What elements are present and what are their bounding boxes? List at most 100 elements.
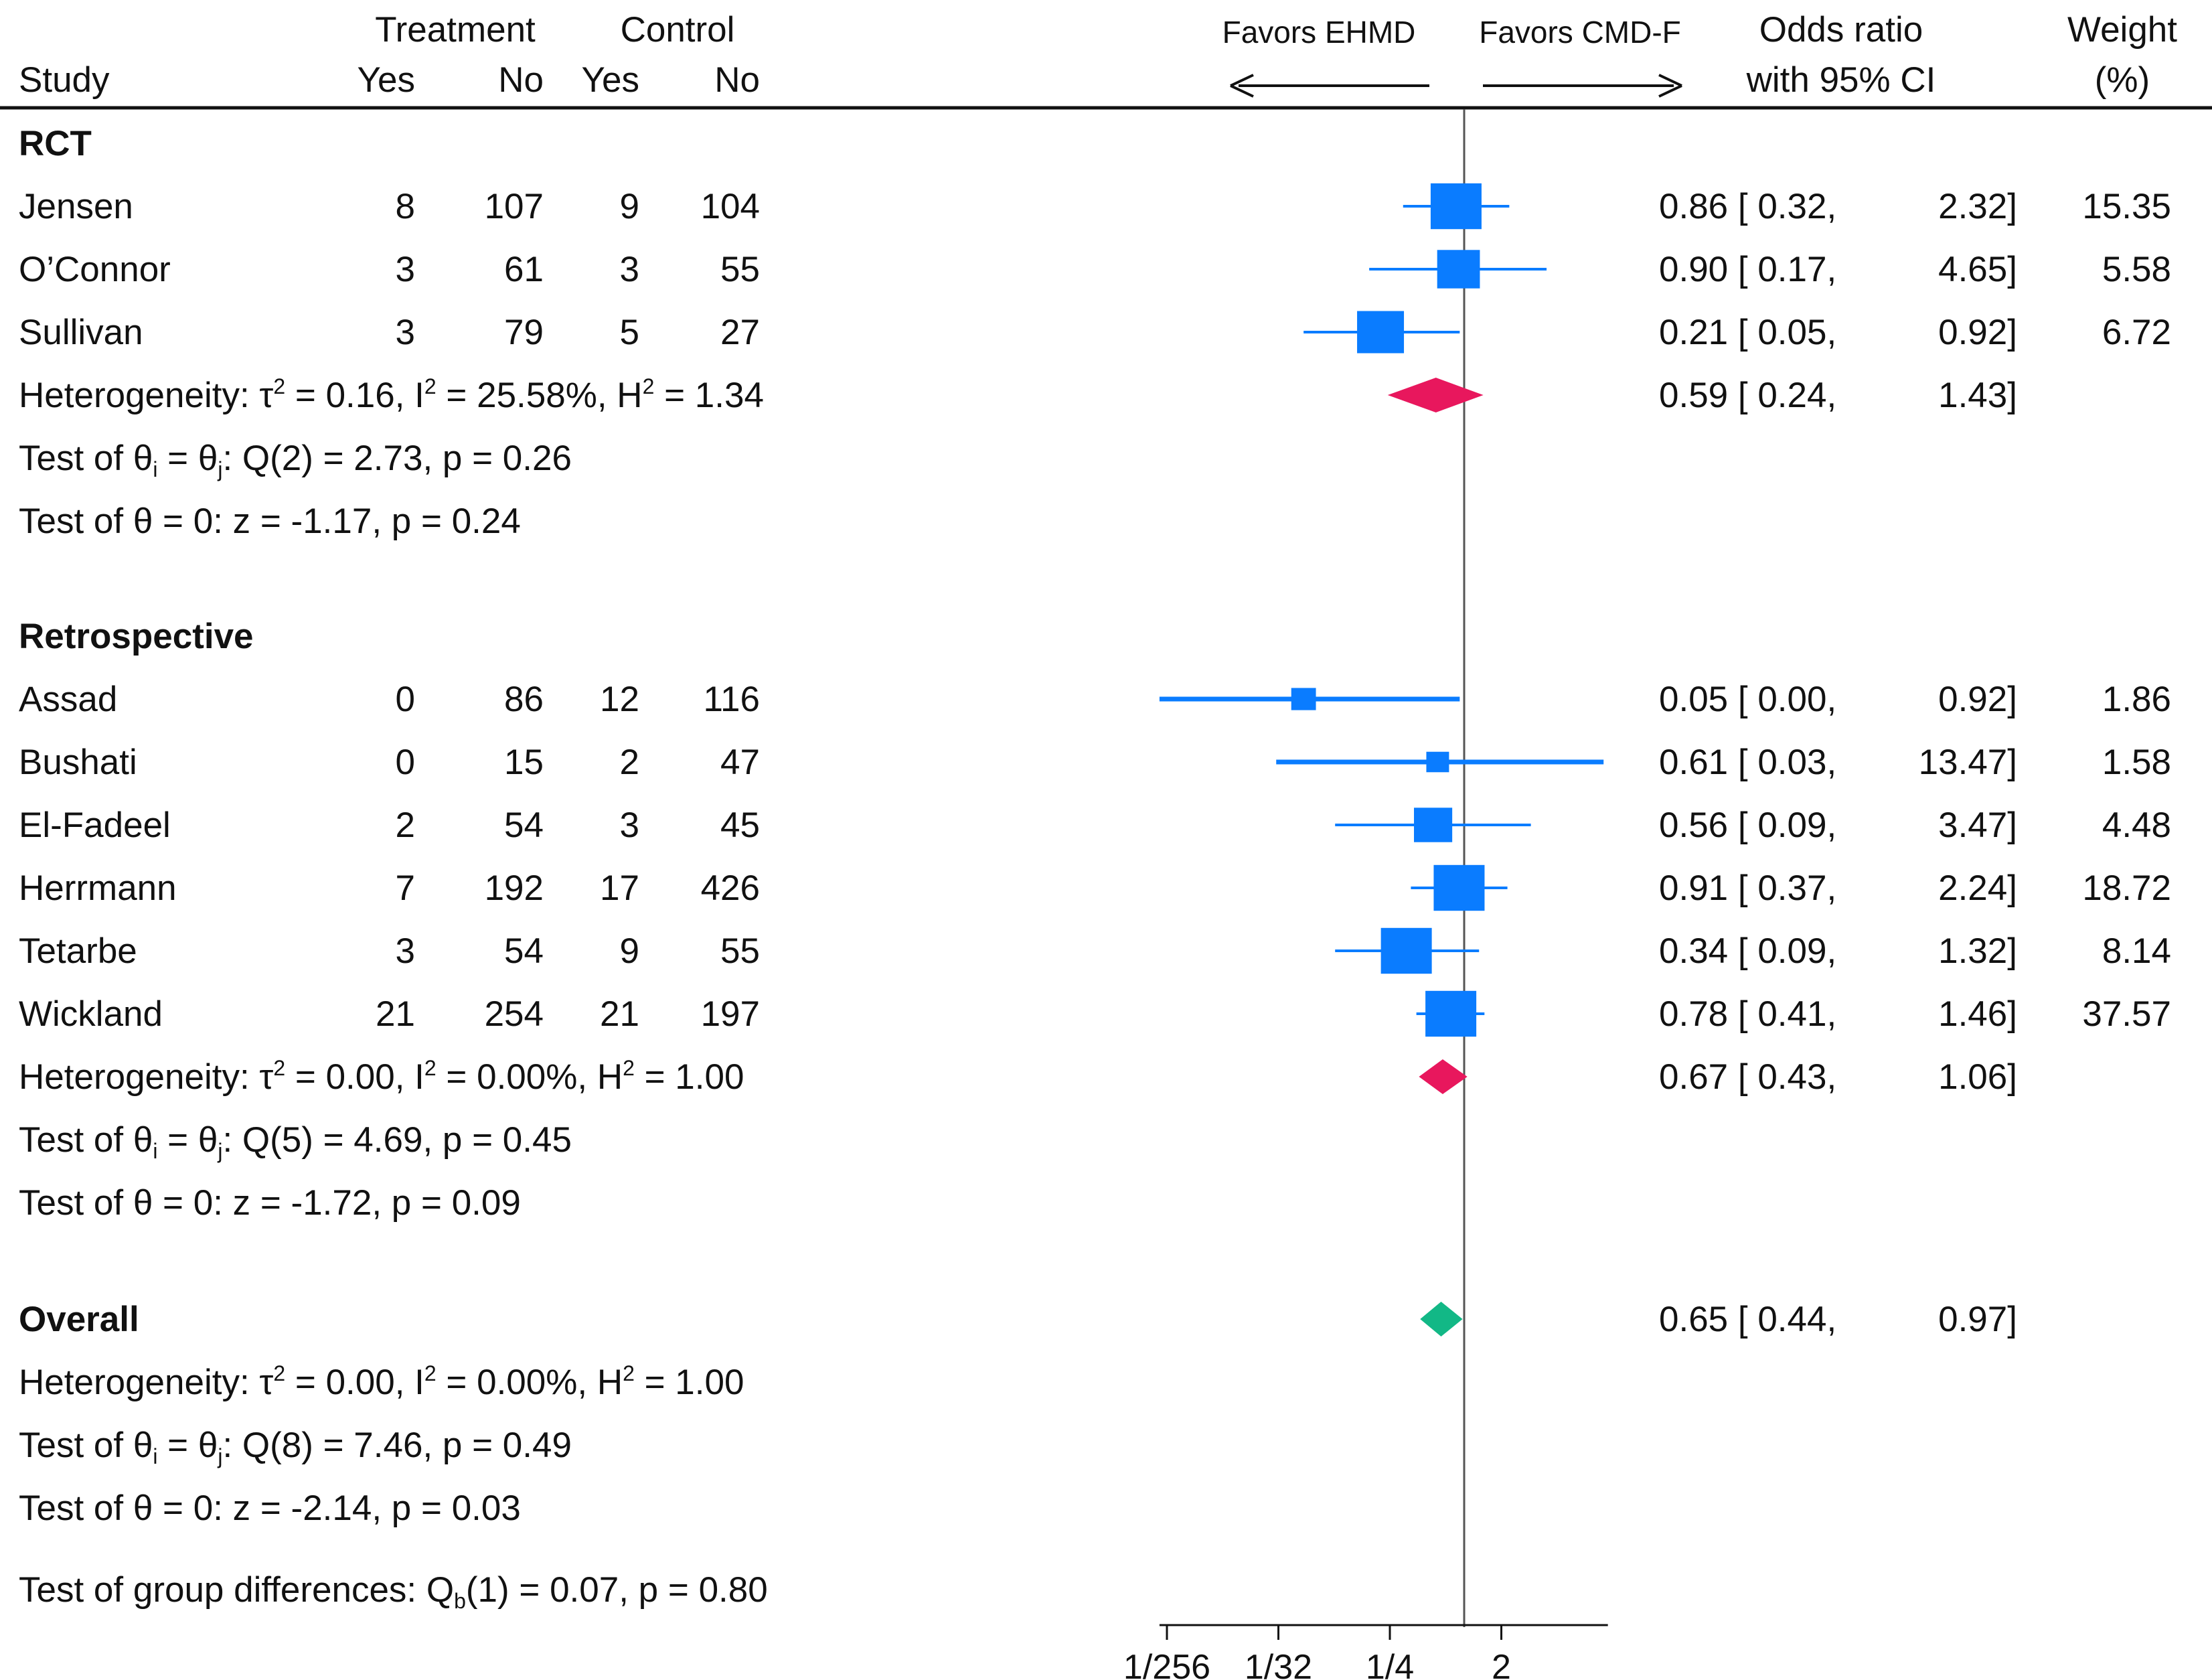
- group-1-study-1-treatment-yes: 0: [396, 743, 415, 782]
- group-1-pooled-or-lo: 0.67 [ 0.43,: [1659, 1057, 1836, 1097]
- group-1-study-4-treatment-no: 54: [504, 931, 544, 971]
- group-0-heterogeneity-part-0: Heterogeneity: τ: [19, 376, 273, 415]
- group-0-study-0-or-lo: 0.86 [ 0.32,: [1659, 187, 1836, 226]
- group-0-study-0-treatment-no: 107: [485, 187, 544, 226]
- group-0-study-0-hi: 2.32]: [1938, 187, 2017, 226]
- group-0-heterogeneity-part-2: = 0.16, I: [285, 376, 424, 415]
- group-1-heterogeneity-part-6: = 1.00: [635, 1057, 744, 1097]
- group-1-study-5-hi: 1.46]: [1938, 994, 2017, 1034]
- group-1-study-1-control-no: 47: [720, 743, 760, 782]
- group-1-test-zero: Test of θ = 0: z = -1.72, p = 0.09: [19, 1183, 521, 1223]
- group-0-study-2-treatment-no: 79: [504, 313, 544, 352]
- group-1-study-5-control-yes: 21: [600, 994, 639, 1034]
- group-0-study-0-weight: 15.35: [2082, 187, 2171, 226]
- group-1-pooled-diamond: [1419, 1059, 1468, 1094]
- group-1-study-0-marker: [1291, 688, 1316, 710]
- overall-test-homogeneity-part-2: = θ: [157, 1426, 218, 1465]
- group-1-study-3-control-no: 426: [701, 868, 760, 908]
- overall-test-group-differences: Test of group differences: Qb(1) = 0.07,…: [19, 1570, 768, 1613]
- group-0-study-2-or-lo: 0.21 [ 0.05,: [1659, 313, 1836, 352]
- group-0-study-2-control-no: 27: [720, 313, 760, 352]
- group-1-study-5-treatment-yes: 21: [376, 994, 415, 1034]
- x-axis-tick-label-1: 1/32: [1245, 1648, 1312, 1680]
- group-0-heterogeneity-part-6: = 1.34: [654, 376, 764, 415]
- group-1-study-4-weight: 8.14: [2102, 931, 2171, 971]
- group-1-heterogeneity-part-0: Heterogeneity: τ: [19, 1057, 273, 1097]
- overall-pooled-diamond: [1420, 1302, 1463, 1337]
- group-0-study-2-hi: 0.92]: [1938, 313, 2017, 352]
- group-1-study-2-weight: 4.48: [2102, 806, 2171, 845]
- group-0-pooled-hi: 1.43]: [1938, 376, 2017, 415]
- group-0-test-zero: Test of θ = 0: z = -1.17, p = 0.24: [19, 502, 521, 541]
- group-0-study-1-treatment-no: 61: [504, 250, 544, 289]
- x-axis-tick-label-3: 2: [1492, 1648, 1511, 1680]
- arrow-favors-left-head: [1230, 74, 1254, 98]
- header-control-no: No: [714, 60, 760, 100]
- group-1-study-0-control-yes: 12: [600, 680, 639, 719]
- group-0-study-1-control-no: 55: [720, 250, 760, 289]
- group-1-study-4-marker: [1380, 927, 1432, 974]
- overall-heterogeneity-part-4: = 0.00%, H: [437, 1363, 623, 1402]
- group-1-study-0-weight: 1.86: [2102, 680, 2171, 719]
- group-1-test-homogeneity-part-4: : Q(5) = 4.69, p = 0.45: [222, 1120, 572, 1160]
- group-1-study-3-or-lo: 0.91 [ 0.37,: [1659, 868, 1836, 908]
- group-1-study-3-treatment-no: 192: [485, 868, 544, 908]
- group-1-study-0-name: Assad: [19, 680, 117, 719]
- header-odds-ratio: Odds ratio: [1759, 10, 1923, 50]
- group-1-study-5-control-no: 197: [701, 994, 760, 1034]
- group-0-heterogeneity: Heterogeneity: τ2 = 0.16, I2 = 25.58%, H…: [19, 374, 764, 415]
- overall-heterogeneity-part-3: 2: [424, 1361, 437, 1385]
- overall-heterogeneity: Heterogeneity: τ2 = 0.00, I2 = 0.00%, H2…: [19, 1361, 744, 1402]
- group-0-test-homogeneity-part-2: = θ: [157, 439, 218, 478]
- group-1-study-3-weight: 18.72: [2082, 868, 2171, 908]
- overall-title: Overall: [19, 1300, 139, 1339]
- group-0-study-1-hi: 4.65]: [1938, 250, 2017, 289]
- group-0-study-2-marker: [1357, 311, 1405, 354]
- group-1-test-homogeneity-part-1: i: [153, 1139, 157, 1163]
- group-1-test-homogeneity-part-3: j: [217, 1139, 222, 1163]
- group-1-study-0-treatment-no: 86: [504, 680, 544, 719]
- group-0-title: RCT: [19, 124, 92, 163]
- overall-test-homogeneity-part-1: i: [153, 1444, 157, 1468]
- group-1-study-2-treatment-no: 54: [504, 806, 544, 845]
- group-0-test-homogeneity: Test of θi = θj: Q(2) = 2.73, p = 0.26: [19, 439, 572, 481]
- overall-pooled-or-lo: 0.65 [ 0.44,: [1659, 1300, 1836, 1339]
- group-0-study-0-treatment-yes: 8: [396, 187, 415, 226]
- header-favors-right: Favors CMD-F: [1479, 15, 1681, 50]
- group-1-test-homogeneity-part-2: = θ: [157, 1120, 218, 1160]
- group-1-title: Retrospective: [19, 617, 254, 656]
- overall-heterogeneity-part-2: = 0.00, I: [285, 1363, 424, 1402]
- group-1-study-5-treatment-no: 254: [485, 994, 544, 1034]
- group-1-study-0-or-lo: 0.05 [ 0.00,: [1659, 680, 1836, 719]
- group-0-heterogeneity-part-5: 2: [643, 374, 655, 398]
- group-0-heterogeneity-part-4: = 25.58%, H: [437, 376, 643, 415]
- x-axis-tick-label-0: 1/256: [1123, 1648, 1210, 1680]
- group-1-heterogeneity-part-2: = 0.00, I: [285, 1057, 424, 1097]
- group-1-study-2-hi: 3.47]: [1938, 806, 2017, 845]
- header-weight: Weight: [2067, 10, 2177, 50]
- x-axis-tick-label-2: 1/4: [1366, 1648, 1414, 1680]
- group-1-study-4-control-no: 55: [720, 931, 760, 971]
- group-1-study-3-treatment-yes: 7: [396, 868, 415, 908]
- group-1-study-1-hi: 13.47]: [1919, 743, 2017, 782]
- group-1-heterogeneity-part-5: 2: [623, 1056, 635, 1080]
- group-1-study-1-name: Bushati: [19, 743, 137, 782]
- overall-heterogeneity-part-6: = 1.00: [635, 1363, 744, 1402]
- group-1-study-5-marker: [1425, 990, 1477, 1037]
- group-1-study-4-name: Tetarbe: [19, 931, 137, 971]
- group-1-study-5-weight: 37.57: [2082, 994, 2171, 1034]
- group-0-study-1-control-yes: 3: [620, 250, 639, 289]
- overall-heterogeneity-part-5: 2: [623, 1361, 635, 1385]
- overall-test-homogeneity-part-0: Test of θ: [19, 1426, 153, 1465]
- group-0-test-homogeneity-part-3: j: [217, 457, 222, 481]
- group-1-study-2-or-lo: 0.56 [ 0.09,: [1659, 806, 1836, 845]
- overall-test-homogeneity-part-3: j: [217, 1444, 222, 1468]
- group-1-heterogeneity: Heterogeneity: τ2 = 0.00, I2 = 0.00%, H2…: [19, 1056, 744, 1097]
- group-0-study-2-name: Sullivan: [19, 313, 143, 352]
- header-odds-ratio-ci: with 95% CI: [1746, 60, 1936, 100]
- group-1-study-4-hi: 1.32]: [1938, 931, 2017, 971]
- group-1-study-4-or-lo: 0.34 [ 0.09,: [1659, 931, 1836, 971]
- group-0-study-2-control-yes: 5: [620, 313, 639, 352]
- group-1-study-2-control-no: 45: [720, 806, 760, 845]
- group-1-study-0-treatment-yes: 0: [396, 680, 415, 719]
